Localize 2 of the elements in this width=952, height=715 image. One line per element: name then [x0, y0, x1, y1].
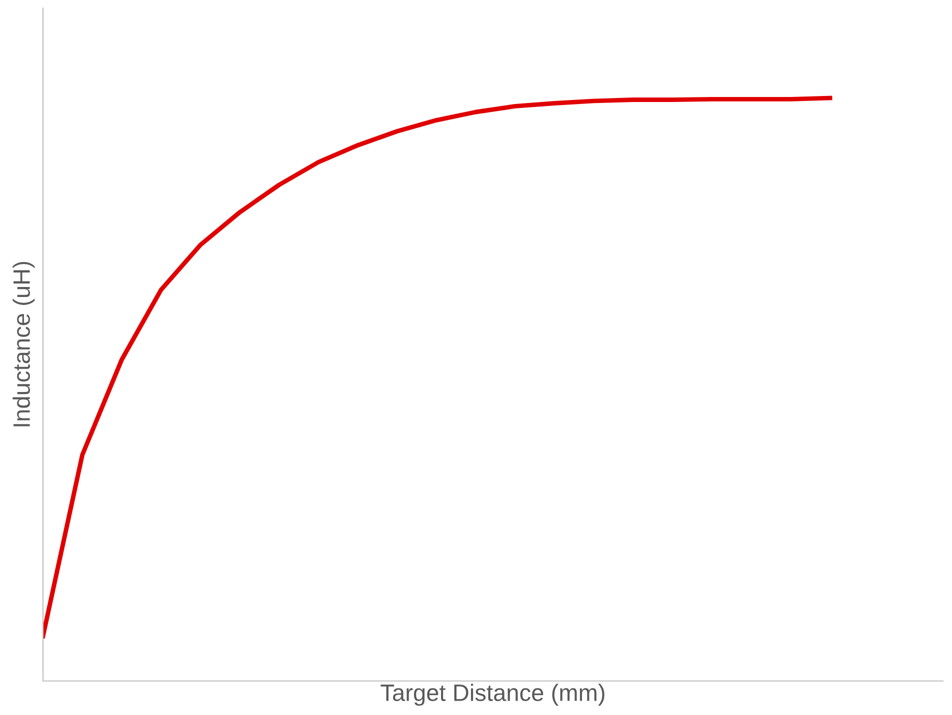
- x-axis-title: Target Distance (mm): [380, 684, 604, 706]
- y-axis-title: Inductance (uH): [12, 262, 35, 426]
